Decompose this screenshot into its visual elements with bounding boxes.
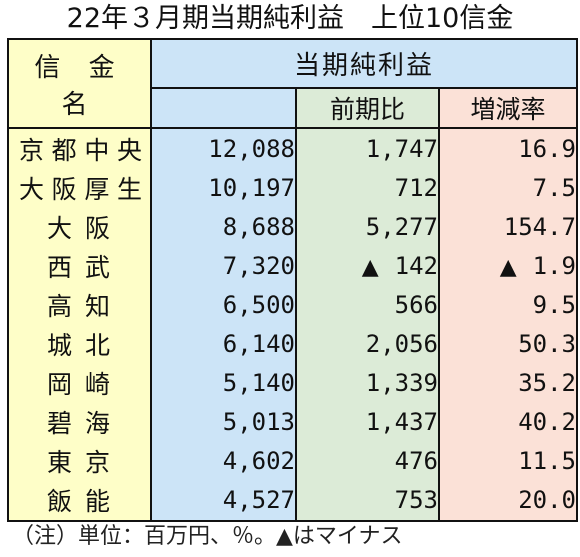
- prev-ratio-value: 1,339: [365, 368, 438, 397]
- bank-name: 城北: [7, 324, 152, 363]
- table-row: 京都中央 12,088 1,747 16.9: [7, 127, 578, 168]
- prev-ratio-value: 142: [394, 251, 438, 280]
- prev-ratio-value: 5,277: [365, 212, 438, 241]
- column-header-name: 信 金 名: [7, 38, 152, 129]
- bank-name: 西武: [7, 246, 152, 285]
- growth-rate-cell: 20.0: [438, 480, 578, 522]
- growth-rate-cell: 50.3: [438, 324, 578, 363]
- table-row: 高知 6,500 566 9.5: [7, 285, 578, 324]
- growth-rate-value: 20.0: [518, 486, 576, 514]
- bank-name: 大阪: [7, 207, 152, 246]
- column-header-net-profit: 当期純利益: [150, 37, 578, 90]
- net-profit-value: 4,527: [150, 480, 297, 522]
- bank-name: 岡崎: [7, 363, 152, 402]
- bank-name: 東京: [7, 441, 152, 480]
- table-row: 大阪 8,688 5,277 154.7: [7, 207, 578, 246]
- net-profit-value: 6,500: [150, 285, 297, 324]
- prev-ratio-value: 712: [394, 173, 438, 202]
- prev-ratio-cell: 1,339: [295, 363, 440, 402]
- prev-ratio-cell: 2,056: [295, 324, 440, 363]
- growth-rate-cell: 16.9: [438, 127, 578, 168]
- bank-name: 碧海: [7, 402, 152, 441]
- growth-rate-cell: ▲ 1.9: [438, 246, 578, 285]
- prev-ratio-cell: 5,277: [295, 207, 440, 246]
- page-title: 22年３月期当期純利益 上位10信金: [66, 3, 514, 34]
- net-profit-value: 10,197: [150, 168, 297, 207]
- growth-rate-value: 7.5: [532, 173, 576, 202]
- net-profit-value: 12,088: [150, 127, 297, 168]
- growth-rate-value: 50.3: [518, 329, 576, 358]
- prev-ratio-cell: 566: [295, 285, 440, 324]
- negative-triangle-icon: ▲: [361, 254, 379, 280]
- column-header-prev-ratio: 前期比: [295, 87, 440, 129]
- prev-ratio-value: 1,437: [365, 407, 438, 436]
- table-row: 西武 7,320 ▲ 142 ▲ 1.9: [7, 246, 578, 285]
- table-row: 碧海 5,013 1,437 40.2: [7, 402, 578, 441]
- net-profit-value: 4,602: [150, 441, 297, 480]
- bank-name: 大阪厚生: [7, 168, 152, 207]
- growth-rate-cell: 11.5: [438, 441, 578, 480]
- growth-rate-cell: 9.5: [438, 285, 578, 324]
- growth-rate-value: 9.5: [532, 290, 576, 319]
- prev-ratio-value: 753: [394, 486, 438, 514]
- column-header-growth-rate: 増減率: [438, 87, 578, 129]
- prev-ratio-cell: 712: [295, 168, 440, 207]
- table-row: 城北 6,140 2,056 50.3: [7, 324, 578, 363]
- net-profit-value: 5,013: [150, 402, 297, 441]
- table-row: 飯能 4,527 753 20.0: [7, 480, 578, 522]
- prev-ratio-cell: 1,437: [295, 402, 440, 441]
- net-profit-value: 6,140: [150, 324, 297, 363]
- prev-ratio-value: 2,056: [365, 329, 438, 358]
- growth-rate-value: 11.5: [518, 446, 576, 475]
- table-row: 大阪厚生 10,197 712 7.5: [7, 168, 578, 207]
- prev-ratio-value: 476: [394, 446, 438, 475]
- table-row: 岡崎 5,140 1,339 35.2: [7, 363, 578, 402]
- prev-ratio-cell: 1,747: [295, 127, 440, 168]
- growth-rate-cell: 154.7: [438, 207, 578, 246]
- prev-ratio-cell: 753: [295, 480, 440, 522]
- ranking-table: 信 金 名 当期純利益 前期比 増減率 京都中央 12,088 1,747 16.9 大…: [7, 37, 578, 522]
- growth-rate-value: 40.2: [518, 407, 576, 436]
- growth-rate-cell: 35.2: [438, 363, 578, 402]
- column-header-profit-blank: [150, 88, 297, 129]
- growth-rate-value: 35.2: [518, 368, 576, 397]
- negative-triangle-icon: ▲: [499, 254, 517, 280]
- net-profit-value: 5,140: [150, 363, 297, 402]
- growth-rate-cell: 40.2: [438, 402, 578, 441]
- growth-rate-value: 154.7: [503, 212, 576, 241]
- bank-name: 京都中央: [7, 127, 152, 168]
- bank-name: 飯能: [7, 480, 152, 522]
- growth-rate-cell: 7.5: [438, 168, 578, 207]
- footnote: （注）単位：百万円、％。▲はマイナス: [12, 524, 403, 549]
- prev-ratio-value: 566: [394, 290, 438, 319]
- prev-ratio-cell: ▲ 142: [295, 246, 440, 285]
- table-row: 東京 4,602 476 11.5: [7, 441, 578, 480]
- net-profit-value: 8,688: [150, 207, 297, 246]
- net-profit-value: 7,320: [150, 246, 297, 285]
- prev-ratio-cell: 476: [295, 441, 440, 480]
- bank-name: 高知: [7, 285, 152, 324]
- growth-rate-value: 1.9: [532, 251, 576, 280]
- prev-ratio-value: 1,747: [365, 134, 438, 163]
- growth-rate-value: 16.9: [518, 134, 576, 163]
